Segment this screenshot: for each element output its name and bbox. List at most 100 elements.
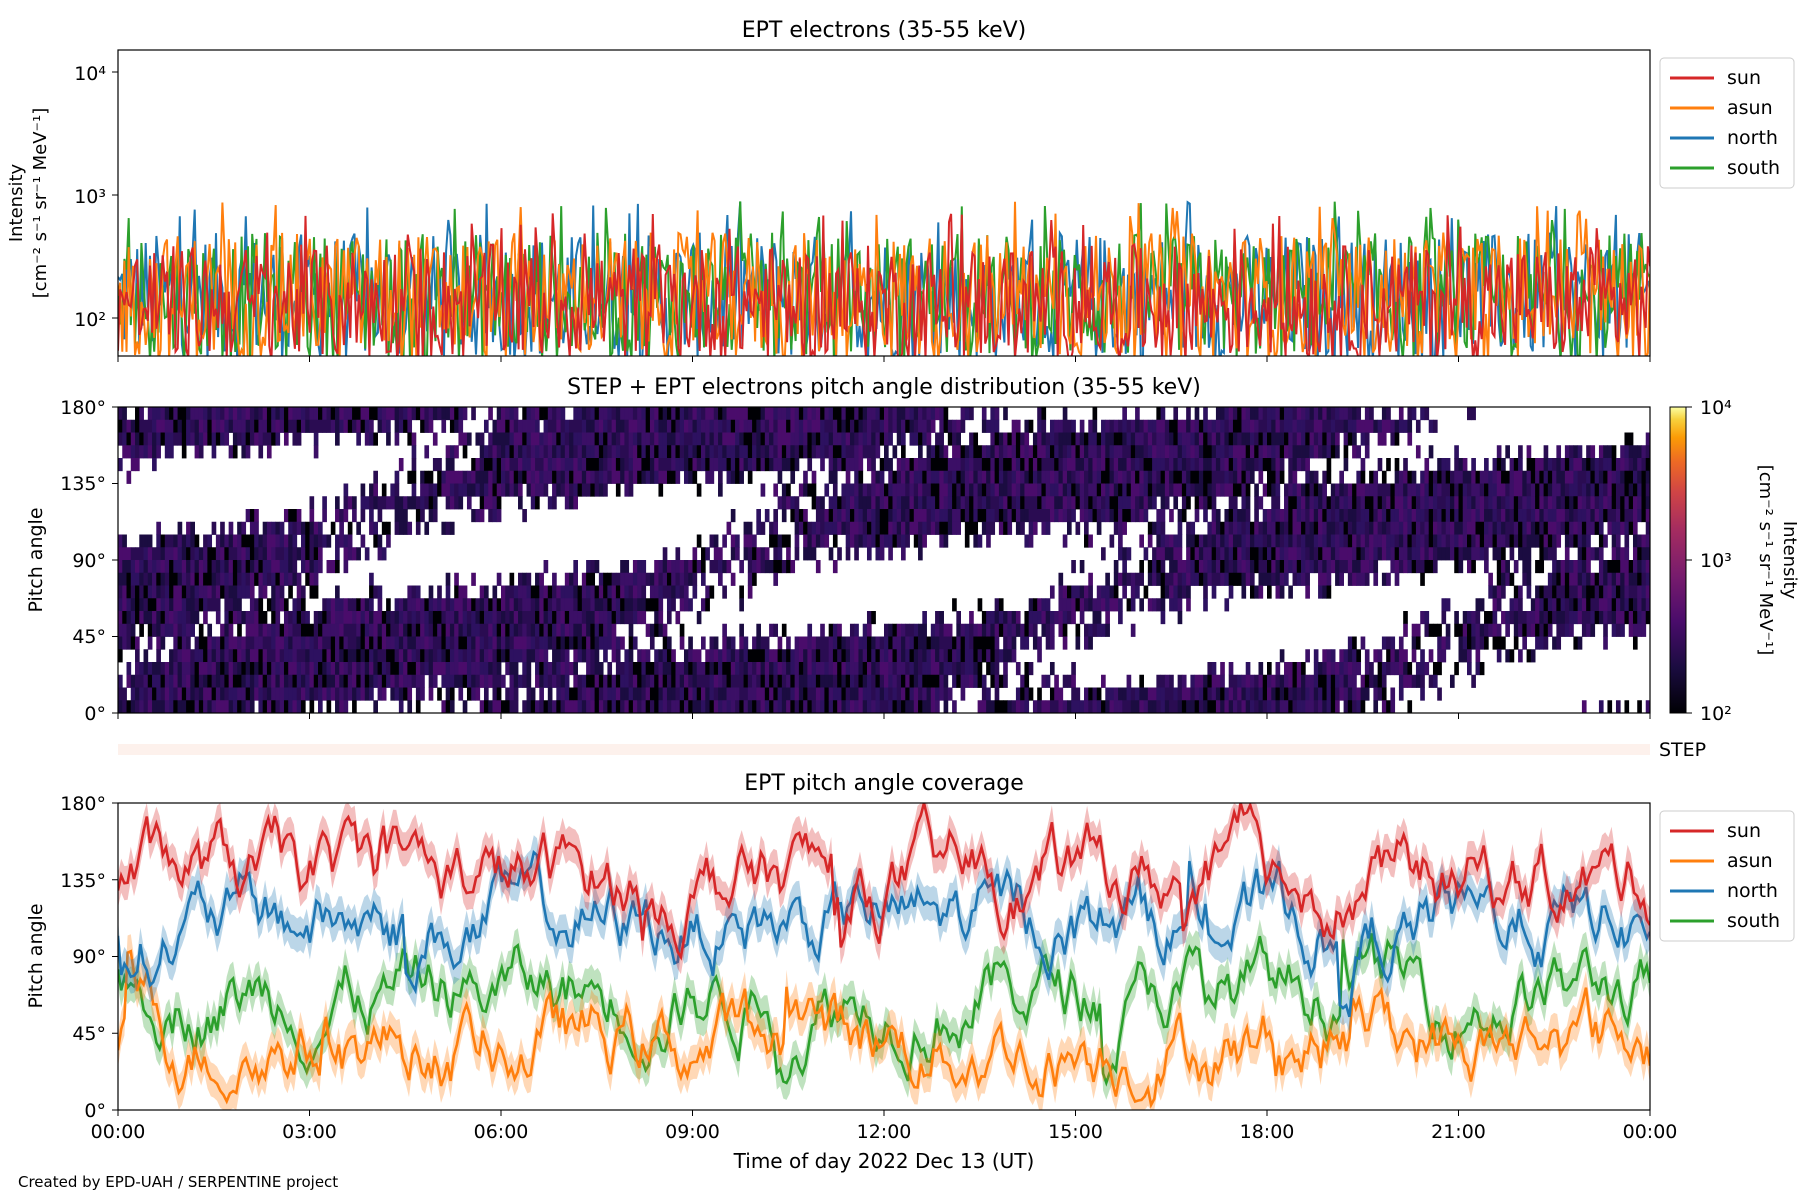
- heatmap-cell: [1245, 700, 1251, 713]
- heatmap-cell: [977, 649, 983, 663]
- heatmap-cell: [1092, 700, 1098, 713]
- heatmap-cell: [283, 636, 289, 650]
- heatmap-cell: [1356, 547, 1362, 561]
- heatmap-cell: [232, 407, 238, 421]
- heatmap-cell: [777, 649, 783, 663]
- heatmap-cell: [335, 547, 340, 561]
- heatmap-cell: [186, 674, 191, 688]
- heatmap-cell: [964, 521, 970, 535]
- heatmap-cell: [824, 674, 830, 688]
- heatmap-cell: [1390, 700, 1396, 713]
- heatmap-cell: [603, 687, 608, 701]
- heatmap-cell: [598, 687, 604, 701]
- heatmap-cell: [1335, 700, 1340, 713]
- heatmap-cell: [1237, 509, 1242, 523]
- heatmap-cell: [1169, 687, 1174, 701]
- heatmap-cell: [424, 521, 430, 535]
- heatmap-cell: [1011, 623, 1017, 637]
- heatmap-cell: [1118, 534, 1123, 548]
- heatmap-cell: [339, 407, 344, 421]
- heatmap-cell: [1394, 509, 1400, 523]
- heatmap-cell: [1160, 687, 1166, 701]
- heatmap-cell: [509, 407, 515, 421]
- heatmap-cell: [449, 407, 455, 421]
- heatmap-cell: [177, 560, 183, 574]
- heatmap-cell: [1326, 560, 1332, 574]
- heatmap-cell: [228, 649, 234, 663]
- heatmap-cell: [888, 496, 893, 510]
- heatmap-cell: [156, 674, 161, 688]
- heatmap-cell: [1139, 470, 1144, 484]
- heatmap-cell: [773, 534, 779, 548]
- heatmap-cell: [1258, 700, 1264, 713]
- heatmap-cell: [947, 432, 953, 446]
- heatmap-cell: [1054, 458, 1059, 472]
- heatmap-cell: [1211, 521, 1217, 535]
- heatmap-cell: [632, 611, 638, 625]
- heatmap-cell: [552, 496, 557, 510]
- heatmap-cell: [1339, 483, 1344, 497]
- heatmap-cell: [930, 674, 936, 688]
- heatmap-cell: [590, 687, 596, 701]
- heatmap-cell: [266, 623, 272, 637]
- heatmap-cell: [1237, 458, 1242, 472]
- heatmap-cell: [1381, 470, 1387, 484]
- heatmap-cell: [752, 458, 757, 472]
- heatmap-cell: [1122, 458, 1127, 472]
- heatmap-cell: [718, 700, 723, 713]
- heatmap-cell: [730, 432, 736, 446]
- heatmap-cell: [360, 534, 366, 548]
- heatmap-cell: [964, 496, 970, 510]
- heatmap-cell: [594, 611, 600, 625]
- heatmap-cell: [1254, 483, 1259, 497]
- heatmap-cell: [913, 458, 919, 472]
- heatmap-cell: [343, 649, 349, 663]
- heatmap-cell: [1101, 674, 1106, 688]
- heatmap-cell: [781, 419, 787, 433]
- heatmap-cell: [1160, 521, 1166, 535]
- heatmap-cell: [1203, 585, 1208, 599]
- heatmap-cell: [1062, 534, 1068, 548]
- heatmap-cell: [701, 674, 706, 688]
- heatmap-cell: [892, 623, 898, 637]
- heatmap-cell: [590, 598, 596, 612]
- heatmap-cell: [224, 623, 230, 637]
- heatmap-cell: [1254, 687, 1259, 701]
- heatmap-cell: [1441, 534, 1447, 548]
- heatmap-cell: [505, 662, 510, 676]
- heatmap-cell: [1322, 687, 1327, 701]
- heatmap-cell: [300, 649, 306, 663]
- heatmap-cell: [1207, 700, 1213, 713]
- heatmap-cell: [364, 419, 370, 433]
- heatmap-cell: [577, 483, 583, 497]
- heatmap-cell: [1164, 445, 1170, 459]
- heatmap-cell: [1177, 674, 1183, 688]
- heatmap-cell: [1449, 547, 1455, 561]
- heatmap-cell: [369, 572, 374, 586]
- heatmap-cell: [1139, 509, 1144, 523]
- heatmap-cell: [909, 662, 915, 676]
- heatmap-cell: [726, 407, 732, 421]
- heatmap-cell: [998, 445, 1004, 459]
- heatmap-cell: [1215, 407, 1221, 421]
- heatmap-cell: [1424, 560, 1430, 574]
- heatmap-cell: [926, 509, 932, 523]
- heatmap-cell: [722, 700, 727, 713]
- heatmap-cell: [126, 547, 132, 561]
- heatmap-cell: [884, 521, 889, 535]
- heatmap-cell: [1381, 419, 1387, 433]
- heatmap-cell: [1228, 547, 1234, 561]
- heatmap-cell: [811, 521, 817, 535]
- heatmap-cell: [1198, 445, 1204, 459]
- heatmap-cell: [1369, 509, 1374, 523]
- heatmap-cell: [709, 662, 715, 676]
- heatmap-cell: [454, 445, 459, 459]
- heatmap-cell: [896, 432, 902, 446]
- heatmap-cell: [1411, 623, 1417, 637]
- heatmap-cell: [641, 700, 647, 713]
- heatmap-cell: [313, 521, 319, 535]
- heatmap-cell: [947, 509, 953, 523]
- heatmap-cell: [909, 432, 915, 446]
- heatmap-cell: [849, 662, 855, 676]
- heatmap-cell: [577, 649, 583, 663]
